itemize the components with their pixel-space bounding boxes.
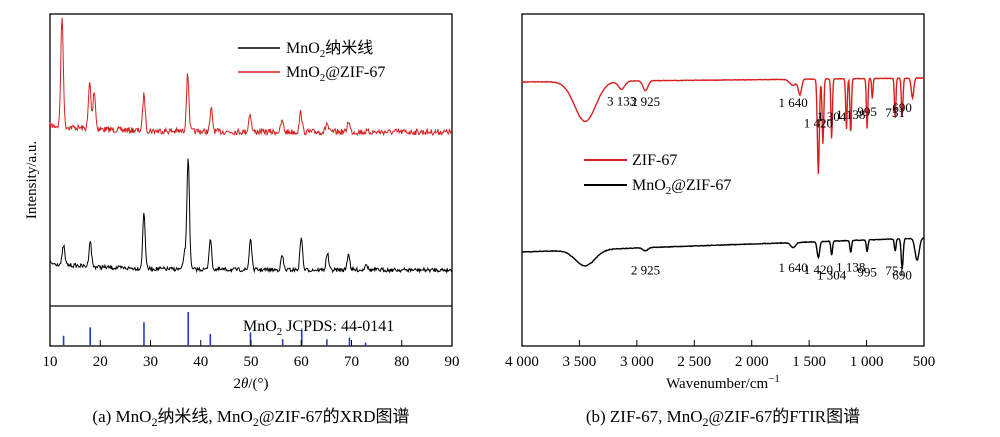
peak-label: 3 133 bbox=[607, 93, 636, 108]
series-mno2-zif67 bbox=[521, 237, 925, 269]
peak-label: 2 925 bbox=[631, 262, 660, 277]
peak-label: 1 138 bbox=[836, 107, 865, 122]
x-tick-label: 70 bbox=[344, 354, 359, 370]
peak-label: 1 420 bbox=[804, 262, 833, 277]
x-tick-label: 1 000 bbox=[850, 354, 884, 370]
x-tick-label: 2 000 bbox=[735, 354, 769, 370]
x-tick-label: 50 bbox=[244, 354, 259, 370]
peak-label: 1 640 bbox=[778, 95, 807, 110]
x-tick-label: 80 bbox=[394, 354, 409, 370]
series-mno2-zif67 bbox=[49, 17, 453, 137]
peak-label: 751 bbox=[885, 263, 905, 278]
peak-label: 1 138 bbox=[836, 260, 865, 275]
x-tick-label: 4 000 bbox=[505, 354, 539, 370]
panel-a-legend: MnO2纳米线 MnO2@ZIF-67 bbox=[238, 39, 385, 84]
panel-a-x-axis-label: 2θ/(°) bbox=[233, 376, 268, 392]
x-tick-label: 90 bbox=[445, 354, 460, 370]
legend-label-mno2-zif67-b: MnO2@ZIF-67 bbox=[632, 177, 731, 197]
panel-b-frame bbox=[521, 13, 925, 347]
panel-b-x-ticks: 4 000 3 500 3 000 2 500 2 000 1 500 1 000 500 bbox=[505, 340, 935, 370]
peak-label: 2 925 bbox=[631, 94, 660, 109]
legend-label-zif67: ZIF-67 bbox=[632, 152, 677, 169]
peak-label: 690 bbox=[892, 100, 912, 115]
panel-a-y-axis-label: Intensity/a.u. bbox=[24, 141, 40, 219]
series-zif67 bbox=[521, 76, 925, 174]
legend-label-mno2-nanowire: MnO2纳米线 bbox=[286, 39, 373, 60]
x-tick-label: 10 bbox=[43, 354, 58, 370]
peak-label: 1 304 bbox=[817, 268, 847, 283]
x-tick-label: 30 bbox=[143, 354, 158, 370]
panel-b-legend: ZIF-67 MnO2@ZIF-67 bbox=[584, 152, 731, 197]
x-tick-label: 500 bbox=[913, 354, 936, 370]
panel-b-caption: (b) ZIF-67, MnO2@ZIF-67的FTIR图谱 bbox=[586, 407, 860, 429]
panel-a-x-ticks: 10 20 30 40 50 60 70 80 90 bbox=[43, 340, 460, 370]
peak-label: 1 420 bbox=[804, 116, 833, 131]
peak-label: 1 304 bbox=[817, 109, 847, 124]
panel-a-caption: (a) MnO2纳米线, MnO2@ZIF-67的XRD图谱 bbox=[92, 407, 409, 429]
x-tick-label: 2 500 bbox=[677, 354, 711, 370]
x-tick-label: 3 000 bbox=[620, 354, 654, 370]
x-tick-label: 60 bbox=[294, 354, 309, 370]
peak-label: 995 bbox=[857, 265, 877, 280]
panel-a-frame bbox=[49, 13, 453, 347]
legend-label-mno2-zif67: MnO2@ZIF-67 bbox=[286, 64, 385, 84]
panel-b-x-axis-label: Wavenumber/cm−1 bbox=[666, 373, 780, 392]
panel-a: 10 20 30 40 50 60 70 80 90 MnO2 JCPDS: 44-0141 M… bbox=[24, 13, 460, 429]
x-tick-label: 1 500 bbox=[792, 354, 826, 370]
x-tick-label: 20 bbox=[93, 354, 108, 370]
peak-label: 1 640 bbox=[778, 260, 807, 275]
panel-a-curves bbox=[49, 17, 453, 274]
peak-label: 690 bbox=[892, 268, 912, 283]
x-tick-label: 3 500 bbox=[563, 354, 597, 370]
panel-b-curves bbox=[521, 76, 925, 269]
panel-a-reference-label: MnO2 JCPDS: 44-0141 bbox=[243, 318, 394, 338]
x-tick-label: 40 bbox=[193, 354, 208, 370]
series-mno2-nanowire bbox=[49, 158, 453, 274]
peak-label: 751 bbox=[885, 105, 905, 120]
panel-a-reference-sticks bbox=[62, 312, 367, 346]
peak-label: 995 bbox=[857, 104, 877, 119]
